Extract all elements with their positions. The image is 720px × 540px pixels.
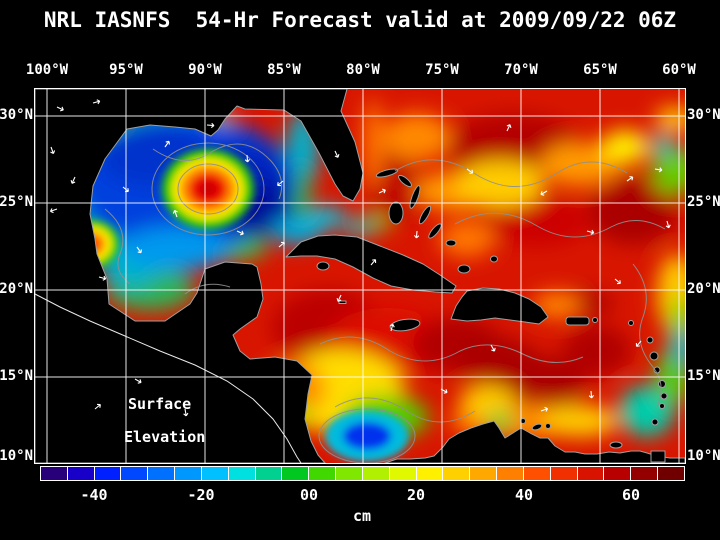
lat-tick-label-left: 30°N bbox=[0, 107, 33, 123]
lat-tick-label-right: 30°N bbox=[687, 107, 720, 123]
colorbar-cell bbox=[41, 467, 68, 480]
colorbar-tick-label: 20 bbox=[406, 486, 426, 504]
colorbar-cell bbox=[148, 467, 176, 480]
land-curacao bbox=[531, 423, 543, 431]
colorbar-tick-label: 40 bbox=[514, 486, 534, 504]
land-north-america bbox=[35, 89, 364, 463]
map-variable-label-line2: Elevation bbox=[124, 428, 206, 446]
lat-tick-label-left: 20°N bbox=[0, 281, 33, 297]
colorbar-cell bbox=[282, 467, 310, 480]
land-inagua bbox=[457, 264, 471, 274]
graticule-grid bbox=[35, 89, 685, 463]
map-variable-label-line1: Surface bbox=[128, 395, 192, 413]
colorbar-cell bbox=[577, 467, 605, 480]
land-turks bbox=[490, 255, 498, 263]
lon-tick-label: 70°W bbox=[504, 62, 538, 78]
colorbar-cell bbox=[470, 467, 498, 480]
colorbar-cell bbox=[631, 467, 659, 480]
land-bahamas bbox=[445, 239, 457, 247]
land-bahamas bbox=[388, 201, 404, 225]
land-trinidad bbox=[650, 450, 666, 463]
land-isle-of-youth bbox=[316, 261, 330, 271]
colorbar-cell bbox=[94, 467, 122, 480]
lat-tick-label-left: 10°N bbox=[0, 448, 33, 464]
land-lesser-antilles bbox=[628, 320, 634, 326]
colorbar-cell bbox=[121, 467, 149, 480]
colorbar-cell bbox=[389, 467, 417, 480]
lat-tick-label-left: 25°N bbox=[0, 194, 33, 210]
colorbar-cell bbox=[201, 467, 229, 480]
colorbar-cell bbox=[67, 467, 95, 480]
land-jamaica bbox=[389, 318, 421, 332]
land-south-america bbox=[384, 420, 685, 463]
colorbar-tick-label: 00 bbox=[299, 486, 319, 504]
lon-tick-label: 85°W bbox=[267, 62, 301, 78]
land-lesser-antilles bbox=[649, 351, 659, 361]
colorbar-cell bbox=[550, 467, 578, 480]
lat-tick-label-right: 25°N bbox=[687, 194, 720, 210]
land-bahamas bbox=[398, 174, 412, 188]
land-lesser-antilles bbox=[659, 403, 665, 409]
colorbar-cell bbox=[416, 467, 444, 480]
land-lesser-antilles bbox=[646, 336, 654, 344]
land-cayman bbox=[338, 300, 347, 304]
colorbar-cell bbox=[175, 467, 202, 480]
colorbar-cell bbox=[604, 467, 632, 480]
colorbar-cell bbox=[443, 467, 471, 480]
lon-tick-label: 95°W bbox=[109, 62, 143, 78]
land-lesser-antilles bbox=[660, 392, 668, 400]
land-puerto-rico bbox=[565, 316, 590, 326]
lon-tick-label: 100°W bbox=[25, 62, 69, 78]
land-margarita bbox=[609, 441, 623, 449]
colorbar-tick-label: 60 bbox=[621, 486, 641, 504]
land-bahamas bbox=[418, 205, 432, 225]
colorbar-tick-label: -20 bbox=[187, 486, 215, 504]
lat-tick-label-right: 20°N bbox=[687, 281, 720, 297]
land-lesser-antilles bbox=[658, 380, 666, 388]
colorbar-tick-label: -40 bbox=[80, 486, 108, 504]
colorbar-unit-label: cm bbox=[352, 507, 372, 525]
lat-tick-label-left: 15°N bbox=[0, 368, 33, 384]
page-title: NRL IASNFS 54-Hr Forecast valid at 2009/… bbox=[43, 8, 677, 32]
colorbar-cell bbox=[362, 467, 390, 480]
land-lesser-antilles bbox=[592, 317, 598, 323]
land-lesser-antilles bbox=[651, 418, 659, 426]
colorbar-cell bbox=[309, 467, 337, 480]
lon-tick-label: 60°W bbox=[662, 62, 696, 78]
map-frame: Surface Elevation bbox=[34, 88, 686, 464]
lon-tick-label: 75°W bbox=[425, 62, 459, 78]
land-bahamas bbox=[375, 168, 399, 178]
land-hispaniola bbox=[450, 287, 549, 325]
pacific-coastline bbox=[35, 293, 302, 463]
land-bahamas bbox=[428, 223, 442, 239]
map-canvas bbox=[35, 89, 685, 463]
lat-tick-label-right: 10°N bbox=[687, 448, 720, 464]
colorbar-cell bbox=[255, 467, 283, 480]
colorbar bbox=[40, 466, 685, 481]
lon-tick-label: 80°W bbox=[346, 62, 380, 78]
land-bonaire bbox=[545, 423, 551, 429]
land-masses bbox=[35, 89, 685, 463]
colorbar-cell bbox=[497, 467, 524, 480]
colorbar-cell bbox=[523, 467, 551, 480]
colorbar-cell bbox=[228, 467, 256, 480]
lat-tick-label-right: 15°N bbox=[687, 368, 720, 384]
lon-tick-label: 65°W bbox=[583, 62, 617, 78]
colorbar-cell bbox=[336, 467, 363, 480]
lon-tick-label: 90°W bbox=[188, 62, 222, 78]
colorbar-cell bbox=[658, 467, 684, 480]
